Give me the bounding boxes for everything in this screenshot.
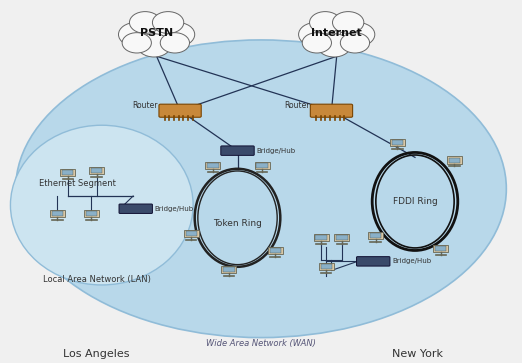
FancyBboxPatch shape — [84, 210, 99, 217]
Circle shape — [135, 17, 179, 48]
Text: FDDI Ring: FDDI Ring — [393, 197, 437, 206]
Text: Internet: Internet — [311, 28, 362, 38]
FancyBboxPatch shape — [89, 167, 104, 174]
FancyBboxPatch shape — [255, 162, 270, 169]
FancyBboxPatch shape — [368, 232, 383, 239]
Ellipse shape — [16, 40, 506, 338]
FancyBboxPatch shape — [221, 146, 254, 155]
Text: Router: Router — [133, 101, 158, 110]
Text: Los Angeles: Los Angeles — [63, 349, 130, 359]
FancyBboxPatch shape — [433, 245, 448, 252]
Circle shape — [118, 23, 153, 46]
FancyBboxPatch shape — [268, 247, 283, 254]
FancyBboxPatch shape — [390, 139, 405, 146]
FancyBboxPatch shape — [357, 257, 390, 266]
Text: PSTN: PSTN — [140, 28, 173, 38]
Circle shape — [160, 33, 189, 53]
FancyBboxPatch shape — [370, 233, 381, 238]
Circle shape — [129, 12, 161, 33]
FancyBboxPatch shape — [50, 210, 65, 217]
Text: Local Area Network (LAN): Local Area Network (LAN) — [43, 275, 150, 284]
Circle shape — [160, 23, 195, 46]
FancyBboxPatch shape — [335, 234, 349, 241]
Circle shape — [122, 33, 151, 53]
Circle shape — [137, 34, 171, 57]
FancyBboxPatch shape — [435, 246, 446, 251]
Text: Bridge/Hub: Bridge/Hub — [256, 148, 295, 154]
Text: Bridge/Hub: Bridge/Hub — [155, 206, 194, 212]
FancyBboxPatch shape — [269, 248, 281, 253]
Circle shape — [310, 12, 341, 33]
Text: Router: Router — [284, 101, 309, 110]
Text: Wide Area Network (WAN): Wide Area Network (WAN) — [206, 339, 316, 347]
Circle shape — [317, 34, 351, 57]
Text: Ethernet Segment: Ethernet Segment — [39, 179, 116, 188]
FancyBboxPatch shape — [223, 267, 234, 272]
Text: New York: New York — [392, 349, 443, 359]
FancyBboxPatch shape — [449, 158, 460, 163]
Circle shape — [340, 23, 375, 46]
Circle shape — [333, 12, 364, 33]
Ellipse shape — [10, 125, 193, 285]
Circle shape — [340, 33, 370, 53]
FancyBboxPatch shape — [86, 211, 97, 216]
FancyBboxPatch shape — [119, 204, 152, 213]
FancyBboxPatch shape — [159, 104, 201, 117]
FancyBboxPatch shape — [321, 264, 332, 269]
FancyBboxPatch shape — [447, 156, 462, 164]
Text: Token Ring: Token Ring — [213, 219, 262, 228]
FancyBboxPatch shape — [62, 170, 74, 175]
FancyBboxPatch shape — [91, 168, 102, 173]
FancyBboxPatch shape — [207, 163, 219, 168]
Circle shape — [152, 12, 184, 33]
FancyBboxPatch shape — [314, 234, 328, 241]
FancyBboxPatch shape — [392, 140, 403, 145]
FancyBboxPatch shape — [52, 211, 63, 216]
FancyBboxPatch shape — [310, 104, 353, 117]
FancyBboxPatch shape — [319, 263, 334, 270]
FancyBboxPatch shape — [336, 235, 348, 240]
Circle shape — [315, 17, 359, 48]
Circle shape — [302, 33, 331, 53]
FancyBboxPatch shape — [61, 169, 75, 176]
Circle shape — [299, 23, 333, 46]
FancyBboxPatch shape — [221, 266, 236, 273]
FancyBboxPatch shape — [205, 162, 220, 169]
FancyBboxPatch shape — [184, 230, 199, 237]
FancyBboxPatch shape — [186, 231, 197, 236]
Text: Bridge/Hub: Bridge/Hub — [392, 258, 431, 264]
FancyBboxPatch shape — [315, 235, 327, 240]
FancyBboxPatch shape — [256, 163, 268, 168]
